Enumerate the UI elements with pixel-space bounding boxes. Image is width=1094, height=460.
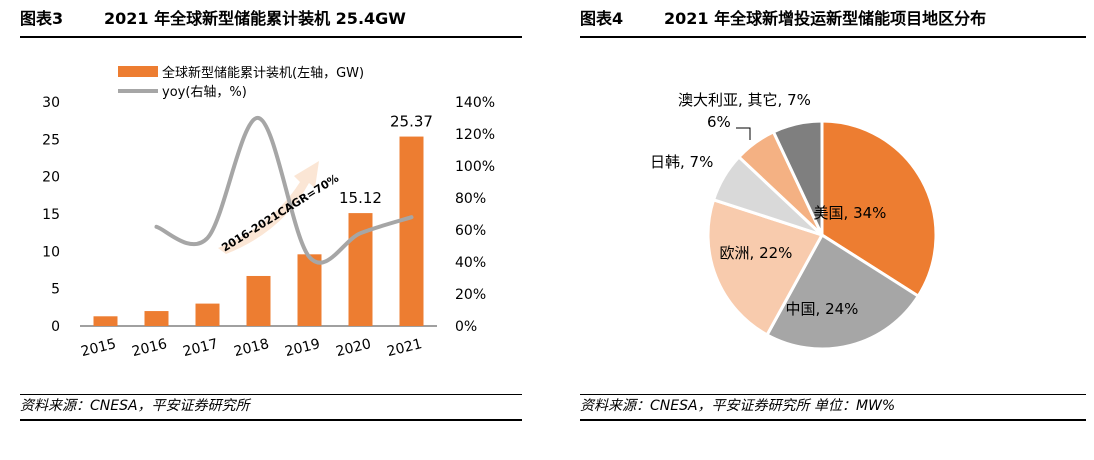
legend-bar-swatch (118, 66, 158, 77)
y-right-tick-label: 120% (455, 127, 495, 143)
right-chart-panel: 图表4 2021 年全球新增投运新型储能项目地区分布 美国, 34% 中国, 24%… (560, 0, 1094, 460)
pie-slice-1 (765, 233, 920, 351)
x-tick-label-2020: 2020 (334, 336, 372, 360)
y-left-tick-label: 15 (42, 207, 60, 223)
x-tick-label-2016: 2016 (130, 336, 169, 360)
left-chart-title: 2021 年全球新型储能累计装机 25.4GW (104, 9, 406, 28)
bar-2019 (297, 254, 322, 326)
x-tick-label-2017: 2017 (181, 336, 219, 360)
x-tick-label-2015: 2015 (79, 336, 117, 360)
legend-line-label: yoy(右轴，%) (162, 85, 247, 100)
cagr-arrow-shape (218, 161, 319, 254)
y-right-tick-label: 100% (455, 159, 495, 175)
y-left-tick-label: 30 (42, 95, 60, 111)
cagr-annotation: 2016-2021CAGR=70% (219, 172, 341, 255)
left-figure-label: 图表3 (20, 9, 64, 28)
bar-2021 (399, 136, 424, 326)
pie-slice-label-5: 澳大利亚, 其它, 7% (678, 91, 811, 109)
pie-slice-label-1: 中国, 24% (786, 300, 859, 318)
y-left-tick-label: 5 (51, 282, 60, 298)
y-right-tick-label: 140% (455, 95, 495, 111)
right-chart-title: 2021 年全球新增投运新型储能项目地区分布 (664, 9, 987, 28)
pie-slice-label-2: 欧洲, 22% (720, 244, 793, 262)
bar-2016 (144, 311, 169, 326)
pie-slice-2 (706, 198, 824, 337)
bar-data-label: 15.12 (339, 189, 382, 207)
pie-slice-label-4: 6% (707, 113, 731, 131)
y-right-tick-label: 20% (455, 287, 486, 303)
y-right-tick-label: 40% (455, 255, 486, 271)
pie-slice-label-0: 美国, 34% (814, 204, 887, 222)
left-source-note: 资料来源：CNESA，平安证券研究所 (20, 394, 522, 421)
bar-line-chart: 0 5 10 15 20 25 30 0% 20% 40% 60% 80% 100% 120% 140% 全球… (42, 65, 495, 360)
y-left-tick-label: 20 (42, 170, 60, 186)
bar-2017 (195, 303, 220, 326)
left-chart-header: 图表3 2021 年全球新型储能累计装机 25.4GW (20, 6, 522, 38)
y-right-tick-label: 60% (455, 223, 486, 239)
pie-chart: 美国, 34% 中国, 24% 欧洲, 22% 日韩, 7% 6% 澳大利亚, 其它, 7… (650, 91, 938, 351)
bar-data-label: 25.37 (390, 113, 433, 131)
y-left-tick-label: 25 (42, 132, 60, 148)
y-left-tick-label: 10 (42, 244, 60, 260)
bar-2015 (93, 316, 118, 326)
x-tick-label-2019: 2019 (283, 336, 321, 360)
x-tick-label-2018: 2018 (232, 336, 270, 360)
yoy-line (154, 116, 414, 265)
pie-leader-line (736, 127, 751, 140)
y-left-tick-label: 0 (51, 319, 60, 335)
right-source-note: 资料来源：CNESA，平安证券研究所 单位：MW% (580, 394, 1086, 421)
pie-slice-5 (771, 119, 824, 237)
y-right-tick-label: 80% (455, 191, 486, 207)
y-right-tick-label: 0% (455, 319, 477, 335)
pie-slice-label-3: 日韩, 7% (650, 153, 713, 171)
right-chart-header: 图表4 2021 年全球新增投运新型储能项目地区分布 (580, 6, 1086, 38)
legend-bar-label: 全球新型储能累计装机(左轴，GW) (162, 65, 364, 81)
right-figure-label: 图表4 (580, 9, 624, 28)
x-tick-label-2021: 2021 (385, 336, 423, 360)
left-chart-panel: 图表3 2021 年全球新型储能累计装机 25.4GW 0 5 10 15 20 25 30 0… (0, 0, 530, 460)
bar-2018 (246, 275, 271, 326)
